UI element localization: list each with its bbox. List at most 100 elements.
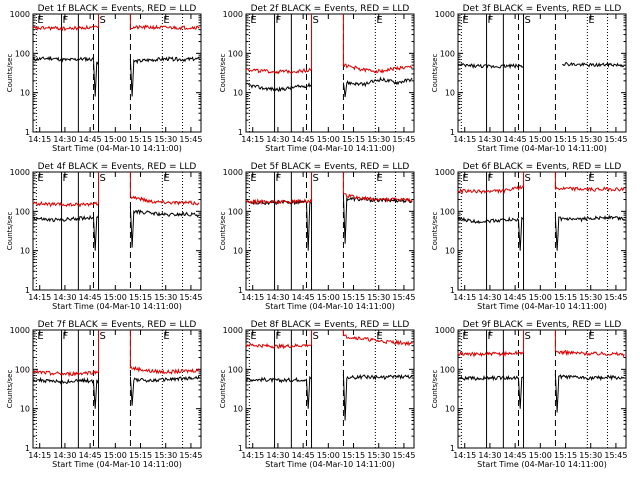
plot-frame [32, 171, 202, 291]
lld-series-line [342, 172, 413, 203]
x-tick-label: 14:30 [478, 451, 501, 460]
y-tick-label: 1000 [223, 326, 243, 335]
x-tick-label: 15:45 [392, 135, 415, 144]
y-tick-label: 100 [15, 207, 30, 216]
y-tick-label: 100 [15, 49, 30, 58]
y-axis-label: Counts/sec [6, 212, 14, 251]
x-tick-label: 15:00 [317, 135, 340, 144]
x-tick-label: 15:00 [529, 135, 552, 144]
x-tick-label: 14:45 [292, 451, 315, 460]
x-tick-label: 14:15 [241, 135, 264, 144]
y-tick-label: 10 [233, 89, 243, 98]
time-marker-label: E [376, 15, 382, 26]
lld-series-line [457, 172, 524, 195]
time-marker-label: E [588, 15, 594, 26]
time-marker-label: E [250, 331, 256, 342]
time-marker-label: F [488, 331, 494, 342]
x-tick-label: 14:15 [241, 293, 264, 302]
y-tick-label: 100 [228, 365, 243, 374]
events-series-line [129, 375, 200, 406]
y-tick-label: 1000 [435, 10, 455, 19]
time-marker-label: E [250, 15, 256, 26]
lld-series-line [129, 172, 200, 206]
x-axis-label: Start Time (04-Mar-10 14:11:00) [265, 144, 395, 153]
y-tick-label: 10 [233, 405, 243, 414]
y-tick-label: 100 [440, 365, 455, 374]
x-tick-label: 15:15 [342, 135, 365, 144]
x-tick-label: 14:15 [28, 451, 51, 460]
lld-series-line [554, 330, 625, 358]
events-series-line [562, 61, 625, 68]
time-marker-label: E [376, 331, 382, 342]
time-marker-label: E [462, 331, 468, 342]
time-marker-label: S [313, 15, 319, 26]
y-tick-label: 1 [25, 444, 30, 453]
chart-title: Det 4f BLACK = Events, RED = LLD [38, 162, 197, 172]
time-marker-label: S [100, 331, 106, 342]
y-tick-label: 10 [233, 247, 243, 256]
time-marker-label: E [37, 15, 43, 26]
y-tick-label: 1 [450, 128, 455, 137]
events-series-line [129, 56, 200, 97]
x-tick-label: 15:00 [104, 293, 127, 302]
x-tick-label: 15:15 [342, 293, 365, 302]
x-tick-label: 14:30 [266, 293, 289, 302]
events-series-line [342, 76, 413, 98]
lld-series-line [554, 172, 625, 193]
x-tick-label: 15:00 [317, 293, 340, 302]
time-marker-label: E [376, 173, 382, 184]
x-tick-label: 15:30 [367, 451, 390, 460]
x-tick-label: 15:15 [554, 135, 577, 144]
y-tick-label: 100 [440, 49, 455, 58]
y-tick-label: 1000 [10, 326, 30, 335]
plot-frame [245, 171, 415, 291]
x-tick-label: 15:15 [342, 451, 365, 460]
x-tick-label: 15:30 [367, 135, 390, 144]
time-marker-label: E [163, 331, 169, 342]
x-tick-label: 14:30 [53, 293, 76, 302]
lld-series-line [32, 330, 99, 378]
y-tick-label: 1 [450, 444, 455, 453]
events-series-line [32, 214, 99, 251]
x-tick-label: 15:30 [579, 451, 602, 460]
x-tick-label: 14:30 [266, 135, 289, 144]
time-marker-label: S [313, 173, 319, 184]
y-axis-label: Counts/sec [219, 370, 227, 409]
y-tick-label: 10 [445, 89, 455, 98]
x-axis-label: Start Time (04-Mar-10 14:11:00) [477, 302, 607, 311]
events-series-line [32, 55, 99, 97]
events-series-line [457, 216, 524, 251]
x-tick-label: 15:45 [179, 451, 202, 460]
time-marker-label: S [525, 15, 531, 26]
x-tick-label: 15:30 [579, 293, 602, 302]
y-tick-label: 10 [20, 89, 30, 98]
time-marker-label: S [525, 173, 531, 184]
x-tick-label: 15:00 [529, 451, 552, 460]
x-tick-label: 15:00 [104, 135, 127, 144]
chart-title: Det 8f BLACK = Events, RED = LLD [251, 320, 410, 330]
y-tick-label: 100 [228, 49, 243, 58]
lld-series-line [245, 14, 312, 75]
y-tick-label: 1 [238, 128, 243, 137]
y-tick-label: 100 [15, 365, 30, 374]
events-series-line [129, 206, 200, 248]
lld-series-line [32, 14, 99, 32]
lld-series-line [129, 330, 200, 375]
x-axis-label: Start Time (04-Mar-10 14:11:00) [477, 144, 607, 153]
y-tick-label: 1 [25, 286, 30, 295]
x-tick-label: 14:45 [292, 293, 315, 302]
x-tick-label: 14:30 [53, 135, 76, 144]
x-tick-label: 14:45 [504, 451, 527, 460]
chart-title: Det 7f BLACK = Events, RED = LLD [38, 320, 197, 330]
x-tick-label: 15:45 [179, 293, 202, 302]
plot-frame [245, 13, 415, 133]
y-tick-label: 10 [445, 405, 455, 414]
x-tick-label: 15:15 [554, 451, 577, 460]
y-axis-label: Counts/sec [6, 54, 14, 93]
y-tick-label: 1000 [435, 168, 455, 177]
x-tick-label: 14:15 [28, 293, 51, 302]
